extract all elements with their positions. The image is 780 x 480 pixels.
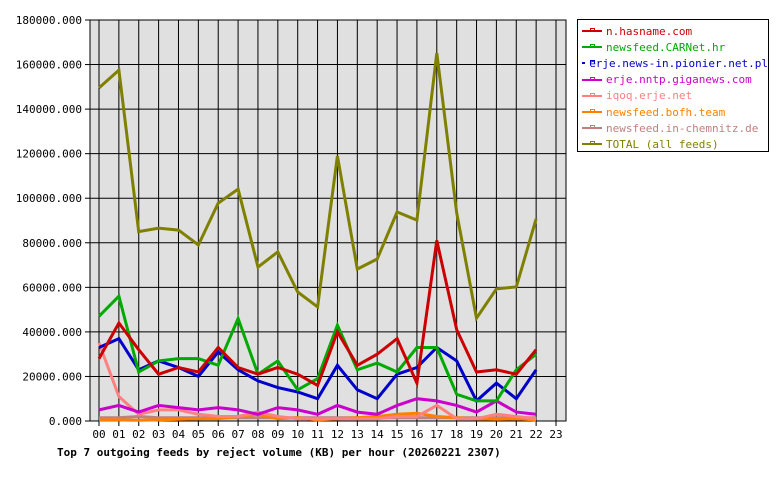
x-tick-label: 01 — [112, 428, 125, 441]
x-tick-label: 20 — [490, 428, 503, 441]
series-line — [97, 293, 538, 403]
x-tick-label: 11 — [311, 428, 324, 441]
x-tick-label: 02 — [132, 428, 145, 441]
y-axis: 0.000 20000.000 40000.000 60000.000 80000.00… — [16, 14, 90, 428]
x-tick-label: 19 — [470, 428, 483, 441]
x-tick-label: 23 — [549, 428, 562, 441]
legend-line-icon — [582, 125, 602, 130]
legend-label: iqoq.erje.net — [606, 89, 693, 103]
x-tick-label: 10 — [291, 428, 304, 441]
legend-item: n.hasname.com — [582, 23, 768, 39]
x-tick-label: 18 — [450, 428, 463, 441]
y-tick-label: 80000.000 — [22, 237, 82, 250]
legend-label: newsfeed.bofh.team — [606, 105, 726, 119]
y-tick-label: 140000.000 — [16, 103, 82, 116]
y-tick-label: 160000.000 — [16, 59, 82, 72]
x-tick-label: 16 — [410, 428, 423, 441]
legend-item: newsfeed.in-chemnitz.de — [582, 120, 768, 136]
legend-line-icon — [582, 141, 602, 146]
legend-label: TOTAL (all feeds) — [606, 137, 719, 151]
x-tick-label: 08 — [251, 428, 264, 441]
x-tick-label: 14 — [371, 428, 385, 441]
legend-label: n.hasname.com — [606, 24, 693, 38]
legend-line-icon — [582, 60, 596, 65]
x-tick-label: 21 — [510, 428, 523, 441]
x-tick-label: 04 — [172, 428, 186, 441]
x-tick-label: 09 — [271, 428, 284, 441]
legend-label: erje.nntp.giganews.com — [606, 73, 752, 87]
series-line — [97, 240, 538, 389]
y-tick-label: 180000.000 — [16, 14, 82, 27]
y-tick-label: 40000.000 — [22, 326, 82, 339]
legend-item: newsfeed.CARNet.hr — [582, 39, 768, 55]
x-tick-label: 15 — [390, 428, 403, 441]
x-tick-label: 22 — [530, 428, 543, 441]
x-axis: 00 01 02 03 04 05 06 07 08 09 10 11 12 13 14 15 16 17 18 19… — [92, 421, 563, 441]
series-lines — [97, 52, 538, 422]
x-tick-label: 06 — [212, 428, 225, 441]
legend-label: newsfeed.in-chemnitz.de — [606, 121, 759, 135]
y-tick-label: 0.000 — [49, 415, 82, 428]
x-tick-label: 00 — [92, 428, 105, 441]
x-tick-label: 03 — [152, 428, 165, 441]
legend: n.hasname.com newsfeed.CARNet.hr erje.ne… — [577, 19, 769, 152]
series-line — [97, 52, 538, 322]
series-line — [97, 342, 537, 421]
legend-item: newsfeed.bofh.team — [582, 104, 768, 120]
y-tick-label: 120000.000 — [16, 148, 82, 161]
y-tick-label: 20000.000 — [22, 370, 82, 383]
series-line — [98, 397, 537, 416]
legend-line-icon — [582, 76, 602, 81]
legend-label: erje.news-in.pionier.net.pl — [589, 56, 768, 70]
legend-item: erje.nntp.giganews.com — [582, 72, 768, 88]
legend-item: TOTAL (all feeds) — [582, 136, 768, 152]
legend-item: erje.news-in.pionier.net.pl — [582, 55, 768, 71]
x-tick-label: 05 — [192, 428, 205, 441]
x-tick-label: 12 — [331, 428, 344, 441]
legend-line-icon — [582, 44, 602, 49]
legend-line-icon — [582, 28, 602, 33]
x-tick-label: 07 — [231, 428, 244, 441]
x-tick-label: 17 — [430, 428, 443, 441]
y-tick-label: 60000.000 — [22, 281, 82, 294]
legend-label: newsfeed.CARNet.hr — [606, 40, 726, 54]
legend-item: iqoq.erje.net — [582, 88, 768, 104]
series-line — [98, 336, 538, 404]
y-tick-label: 100000.000 — [16, 192, 82, 205]
legend-line-icon — [582, 109, 602, 114]
legend-line-icon — [582, 92, 602, 97]
x-tick-label: 13 — [351, 428, 364, 441]
chart-title: Top 7 outgoing feeds by reject volume (K… — [57, 446, 501, 459]
